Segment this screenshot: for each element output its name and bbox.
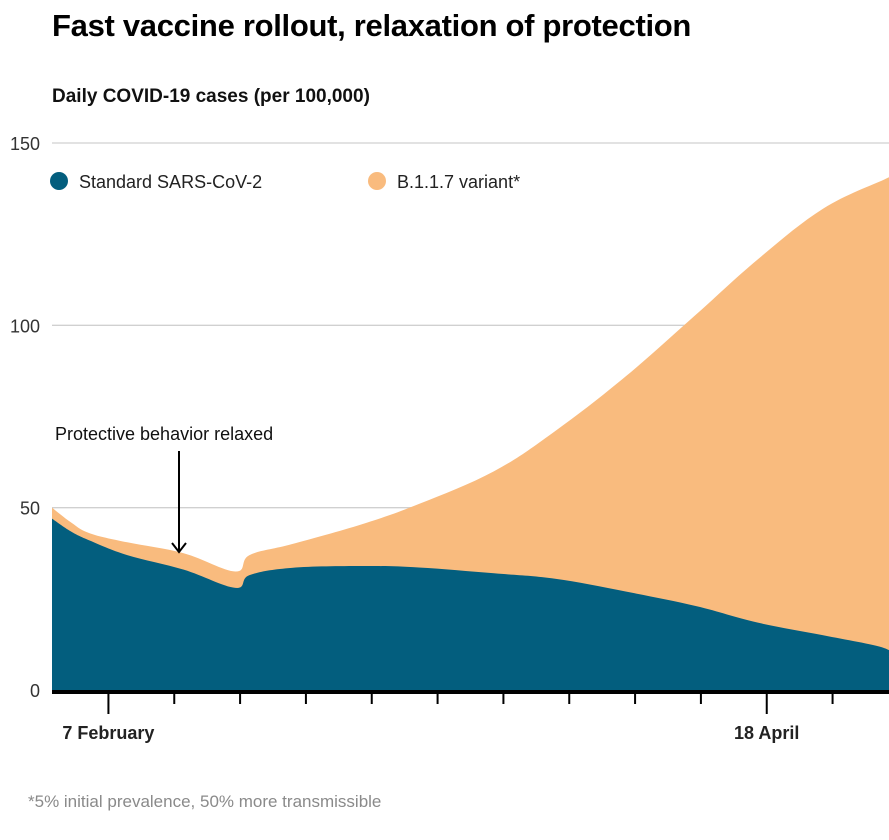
y-axis: 0 50 100 150 [10, 134, 40, 701]
legend-marker-standard [50, 172, 68, 190]
legend-marker-variant [368, 172, 386, 190]
y-tick-label-50: 50 [20, 499, 40, 519]
x-axis: 7 February 18 April [52, 690, 889, 743]
y-tick-label-150: 150 [10, 134, 40, 154]
legend-label-standard: Standard SARS-CoV-2 [79, 172, 262, 192]
legend-label-variant: B.1.1.7 variant* [397, 172, 520, 192]
legend: Standard SARS-CoV-2 B.1.1.7 variant* [50, 172, 520, 192]
x-tick-label: 7 February [62, 723, 154, 743]
y-tick-label-0: 0 [30, 681, 40, 701]
footnote: *5% initial prevalence, 50% more transmi… [28, 792, 382, 811]
x-tick-label: 18 April [734, 723, 799, 743]
area-b117-variant [52, 177, 889, 690]
area-standard-sars-cov-2 [52, 518, 889, 690]
area-series [52, 177, 889, 690]
annotation-text: Protective behavior relaxed [55, 424, 273, 444]
chart-subtitle: Daily COVID-19 cases (per 100,000) [52, 86, 370, 107]
chart-title: Fast vaccine rollout, relaxation of prot… [52, 8, 692, 43]
y-tick-label-100: 100 [10, 316, 40, 336]
area-chart: 0 50 100 150 7 February 18 April Standard SA… [10, 134, 889, 743]
annotation-arrow-head [171, 542, 187, 554]
annotation: Protective behavior relaxed [55, 424, 273, 554]
